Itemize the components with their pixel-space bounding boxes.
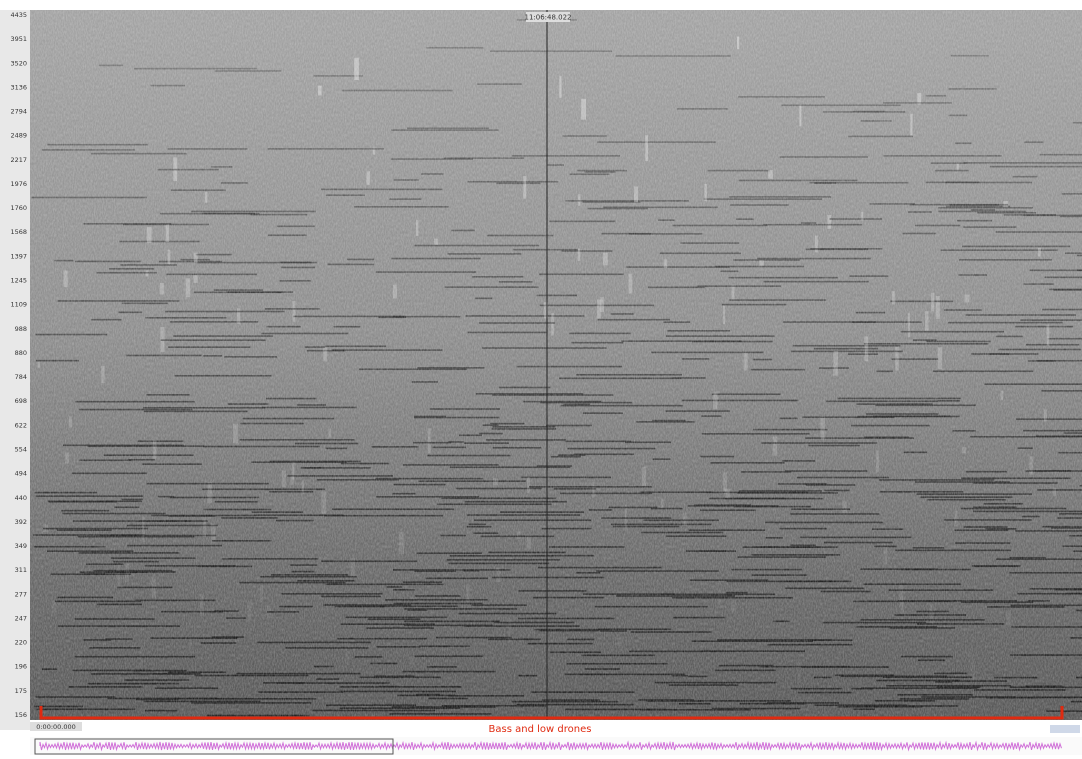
scroll-thumb[interactable] — [1050, 725, 1080, 733]
frequency-label: 440 — [15, 494, 27, 502]
start-label: 0:00:00.000 — [36, 723, 76, 731]
frequency-label: 1109 — [10, 301, 27, 309]
frequency-label: 2217 — [10, 156, 27, 164]
frequency-label: 247 — [15, 614, 27, 622]
frequency-label: 494 — [15, 470, 27, 478]
frequency-label: 4435 — [10, 11, 27, 19]
frequency-label: 311 — [15, 566, 27, 574]
frequency-label: 349 — [15, 542, 27, 550]
frequency-label: 1245 — [10, 277, 27, 285]
frequency-label: 880 — [15, 349, 27, 357]
frequency-label: 2489 — [10, 132, 27, 140]
frequency-label: 1760 — [10, 204, 27, 212]
frequency-label: 156 — [15, 711, 27, 719]
frequency-label: 220 — [15, 639, 27, 647]
frequency-label: 196 — [15, 663, 27, 671]
frequency-label: 1976 — [10, 180, 27, 188]
frequency-label: 988 — [15, 325, 27, 333]
frequency-label: 175 — [15, 687, 27, 695]
frequency-label: 3951 — [10, 35, 27, 43]
frequency-label: 698 — [15, 397, 27, 405]
frequency-label: 3136 — [10, 83, 27, 91]
frequency-label: 784 — [15, 373, 27, 381]
frequency-label: 554 — [15, 445, 27, 453]
frequency-label: 277 — [15, 590, 27, 598]
frequency-label: 2794 — [10, 108, 27, 116]
spectrogram-window: 11:06:48.022 0:00:00.000 Bass and low dr… — [0, 0, 1082, 755]
frequency-label: 3520 — [10, 59, 27, 67]
frequency-label: 1568 — [10, 228, 27, 236]
frequency-label: 392 — [15, 518, 27, 526]
noise — [30, 10, 1082, 720]
annotation: Bass and low drones — [489, 724, 592, 735]
time-label: 11:06:48.022 — [524, 14, 571, 22]
frequency-label: 1397 — [10, 252, 27, 260]
frequency-label: 622 — [15, 421, 27, 429]
